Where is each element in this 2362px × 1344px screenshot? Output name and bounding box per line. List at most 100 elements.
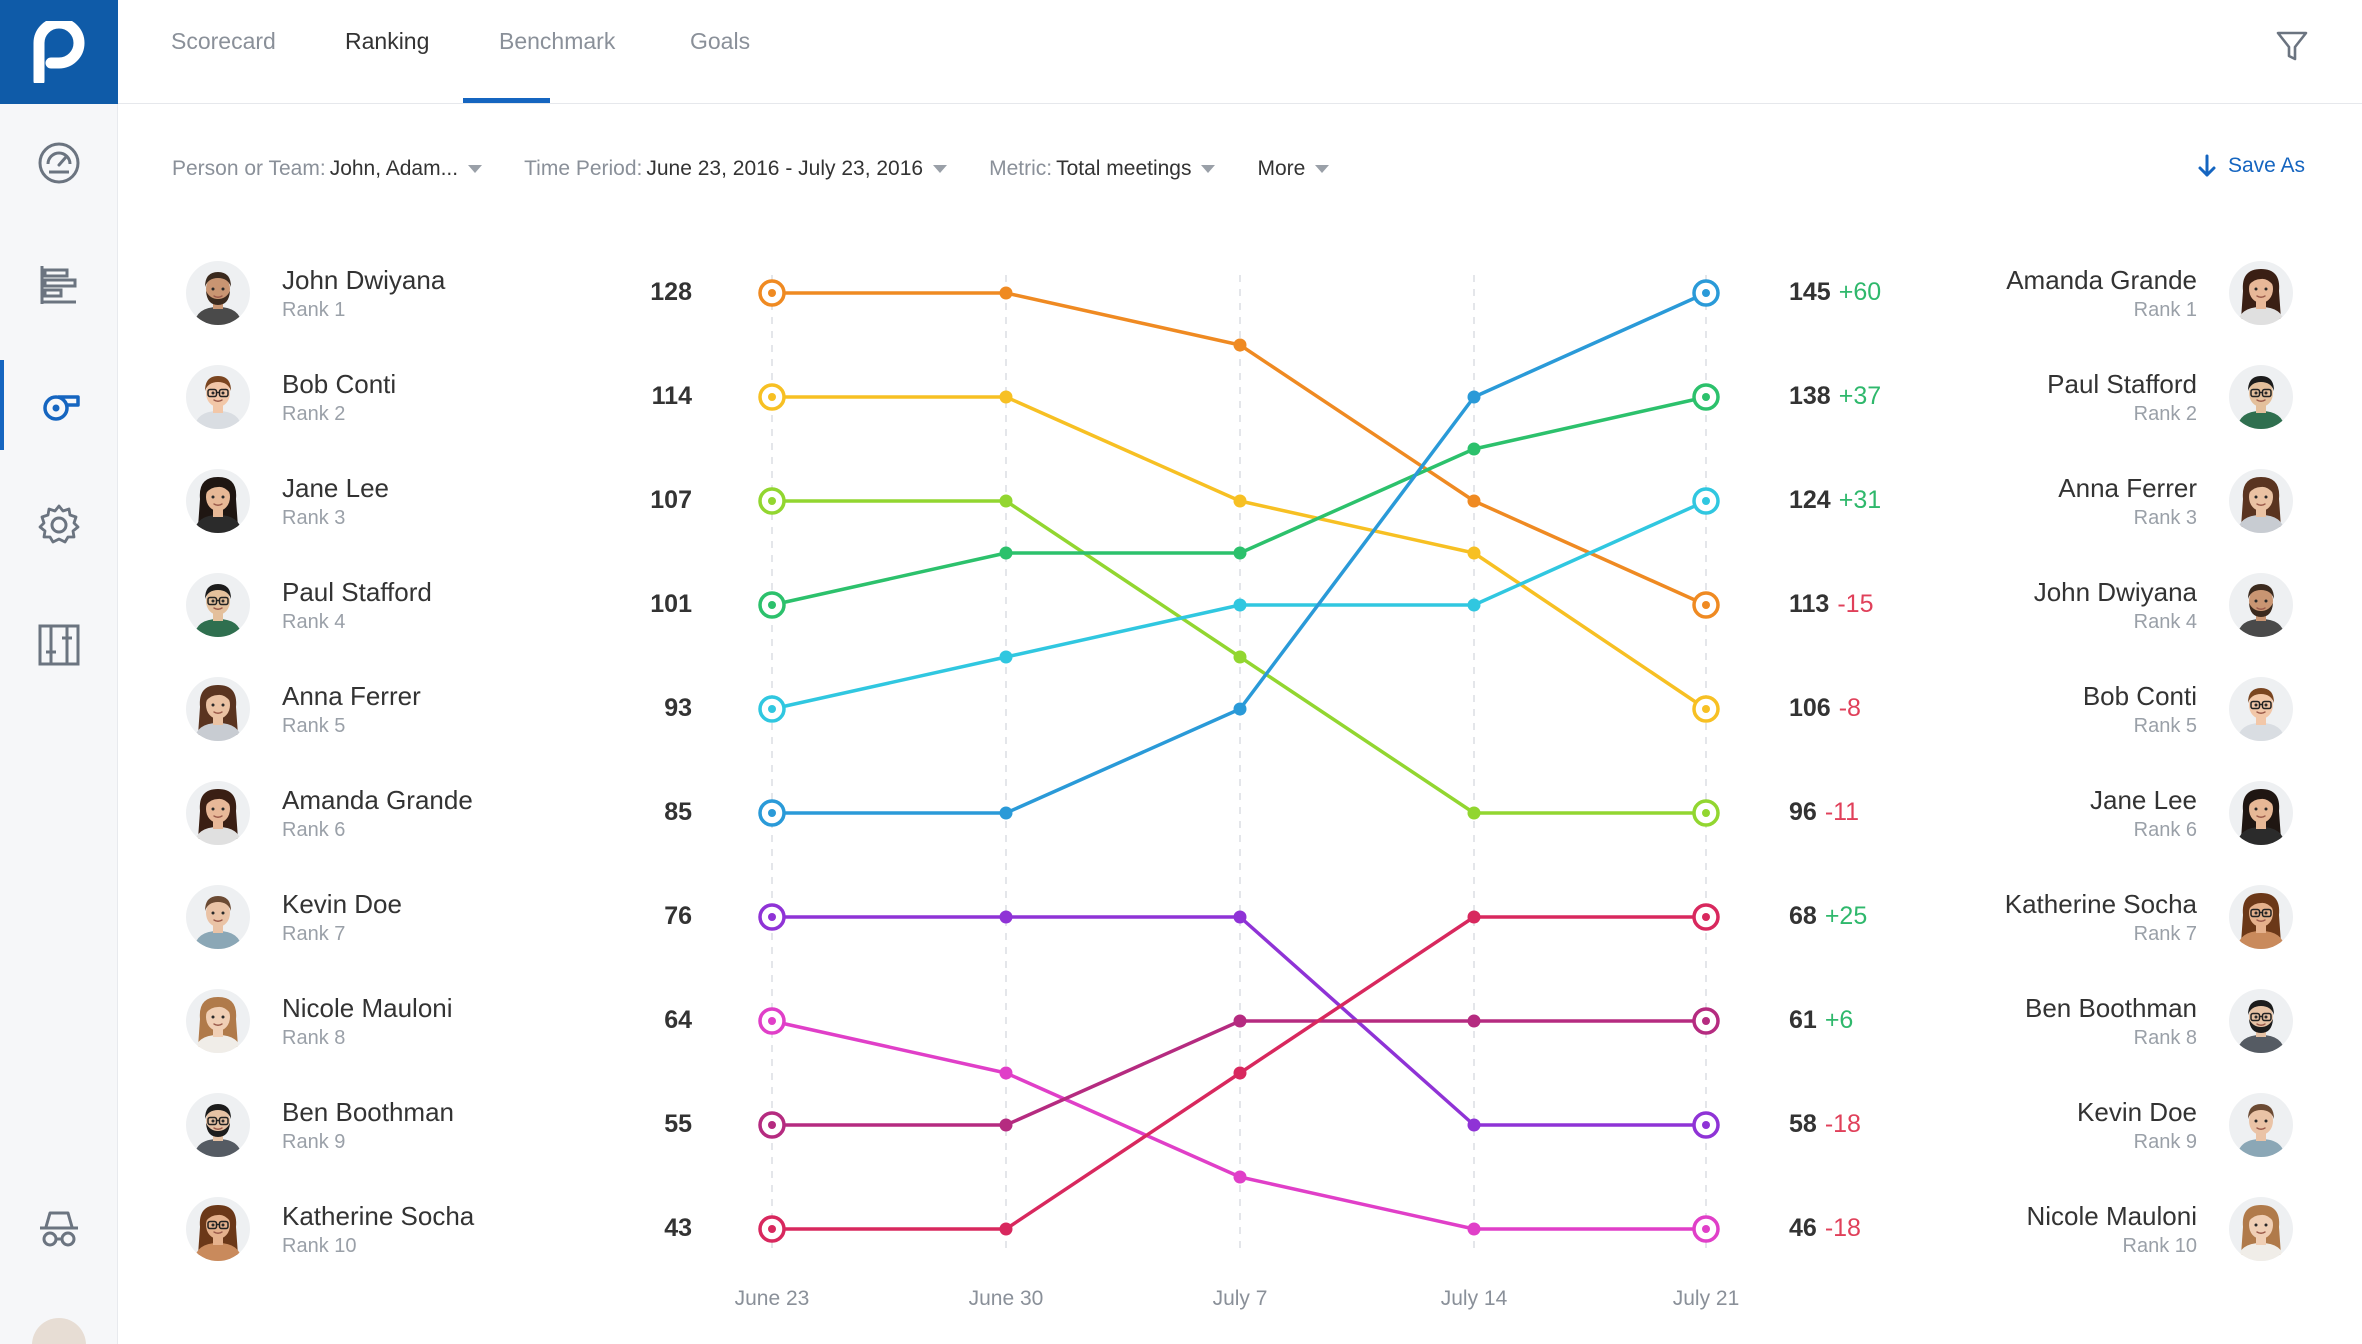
person-info: Paul Stafford Rank 2 [2047, 367, 2197, 427]
start-value: 128 [650, 278, 692, 306]
data-point [1233, 910, 1247, 924]
person-info: Ben Boothman Rank 9 [282, 1095, 454, 1155]
endpoint-marker-dot [1702, 913, 1710, 921]
change-delta: -11 [1824, 798, 1860, 826]
left-person-row[interactable]: Jane Lee Rank 3 [186, 468, 389, 534]
right-person-row[interactable]: John Dwiyana Rank 4 [1950, 572, 2293, 638]
series-line [772, 291, 1707, 607]
avatar [186, 469, 250, 533]
tab-benchmark[interactable]: Benchmark [499, 28, 616, 54]
tab-scorecard[interactable]: Scorecard [171, 28, 276, 54]
logo-p-icon [33, 21, 85, 83]
filter-button[interactable] [2274, 28, 2310, 64]
sidebar-item-config[interactable] [0, 600, 118, 690]
right-person-row[interactable]: Paul Stafford Rank 2 [1950, 364, 2293, 430]
left-person-row[interactable]: Bob Conti Rank 2 [186, 364, 396, 430]
save-as-button[interactable]: Save As [2196, 153, 2305, 179]
person-rank: Rank 9 [282, 1131, 346, 1153]
right-person-row[interactable]: Bob Conti Rank 5 [1950, 676, 2293, 742]
left-person-row[interactable]: John Dwiyana Rank 1 [186, 260, 445, 326]
change-delta: -18 [1824, 1110, 1861, 1138]
data-point [999, 494, 1013, 508]
left-person-row[interactable]: Ben Boothman Rank 9 [186, 1092, 454, 1158]
person-filter-label: Person or Team: [172, 157, 326, 180]
person-rank: Rank 9 [2133, 1131, 2197, 1153]
person-name: Ben Boothman [282, 1097, 455, 1127]
person-name: Anna Ferrer [2058, 473, 2197, 503]
series-line [771, 395, 1707, 607]
sidebar-item-incognito[interactable] [0, 1185, 118, 1275]
tab-goals[interactable]: Goals [690, 28, 751, 54]
change-delta: +31 [1838, 486, 1882, 514]
left-person-row[interactable]: Nicole Mauloni Rank 8 [186, 988, 453, 1054]
endpoint-marker-dot [768, 809, 776, 817]
person-rank: Rank 4 [2133, 611, 2197, 633]
change-delta: +6 [1824, 1006, 1854, 1034]
x-axis-tick-label: June 30 [968, 1287, 1044, 1310]
metric-filter[interactable]: Metric: Total meetings [989, 157, 1216, 181]
app-logo[interactable] [0, 0, 118, 104]
endpoint-marker-dot [768, 1225, 776, 1233]
tab-ranking[interactable]: Ranking [345, 28, 430, 54]
endpoint-marker [758, 1215, 786, 1243]
more-filter[interactable]: More [1257, 157, 1330, 181]
endpoint-marker-dot [768, 1121, 776, 1129]
avatar [2229, 1197, 2293, 1261]
data-point [999, 806, 1013, 820]
sidebar-item-settings[interactable] [0, 480, 118, 570]
period-filter[interactable]: Time Period: June 23, 2016 - July 23, 20… [524, 157, 948, 181]
left-person-row[interactable]: Kevin Doe Rank 7 [186, 884, 402, 950]
right-person-row[interactable]: Amanda Grande Rank 1 [1950, 260, 2293, 326]
left-person-row[interactable]: Paul Stafford Rank 4 [186, 572, 432, 638]
data-point [999, 546, 1013, 560]
endpoint-marker [1692, 799, 1720, 827]
data-point [1233, 546, 1247, 560]
right-person-row[interactable]: Ben Boothman Rank 8 [1950, 988, 2293, 1054]
filter-row: Person or Team: John, Adam... Time Perio… [172, 152, 1371, 186]
end-value: 61 +6 [1789, 1006, 1853, 1035]
right-person-row[interactable]: Nicole Mauloni Rank 10 [1950, 1196, 2293, 1262]
person-rank: Rank 3 [2133, 507, 2197, 529]
right-person-row[interactable]: Katherine Socha Rank 7 [1950, 884, 2293, 950]
series-line [772, 499, 1706, 815]
endpoint-marker [1692, 487, 1720, 515]
person-name: John Dwiyana [282, 265, 446, 295]
series-line [772, 915, 1706, 1231]
left-person-row[interactable]: Amanda Grande Rank 6 [186, 780, 473, 846]
avatar [2229, 365, 2293, 429]
person-info: Bob Conti Rank 2 [282, 367, 396, 427]
person-rank: Rank 8 [282, 1027, 346, 1049]
person-rank: Rank 2 [282, 403, 346, 425]
right-person-row[interactable]: Kevin Doe Rank 9 [1950, 1092, 2293, 1158]
endpoint-marker [758, 799, 786, 827]
series-line [771, 1019, 1706, 1231]
endpoint-marker [758, 591, 786, 619]
right-person-row[interactable]: Anna Ferrer Rank 3 [1950, 468, 2293, 534]
start-value: 107 [650, 486, 692, 514]
start-value: 55 [664, 1110, 692, 1138]
data-point [1233, 338, 1247, 352]
endpoint-marker [1692, 383, 1720, 411]
person-info: Bob Conti Rank 5 [2083, 679, 2197, 739]
left-person-row[interactable]: Anna Ferrer Rank 5 [186, 676, 421, 742]
person-info: Nicole Mauloni Rank 8 [282, 991, 453, 1051]
endpoint-marker [758, 383, 786, 411]
person-filter[interactable]: Person or Team: John, Adam... [172, 157, 483, 181]
sidebar-item-coaching[interactable] [0, 360, 118, 450]
data-point [1467, 1014, 1481, 1028]
whistle-icon [43, 395, 80, 421]
right-person-row[interactable]: Jane Lee Rank 6 [1950, 780, 2293, 846]
sidebar-item-dashboard[interactable] [0, 118, 118, 208]
person-name: Katherine Socha [2004, 889, 2197, 919]
person-rank: Rank 6 [2133, 819, 2197, 841]
end-value: 96 -11 [1789, 798, 1859, 827]
data-point [1233, 702, 1247, 716]
avatar [186, 989, 250, 1053]
sidebar-item-reports[interactable] [0, 240, 118, 330]
person-info: Jane Lee Rank 3 [282, 471, 389, 531]
user-avatar[interactable] [32, 1318, 86, 1344]
left-person-row[interactable]: Katherine Socha Rank 10 [186, 1196, 474, 1262]
avatar [2229, 261, 2293, 325]
end-value: 106 -8 [1789, 694, 1861, 723]
start-value: 76 [664, 902, 692, 930]
